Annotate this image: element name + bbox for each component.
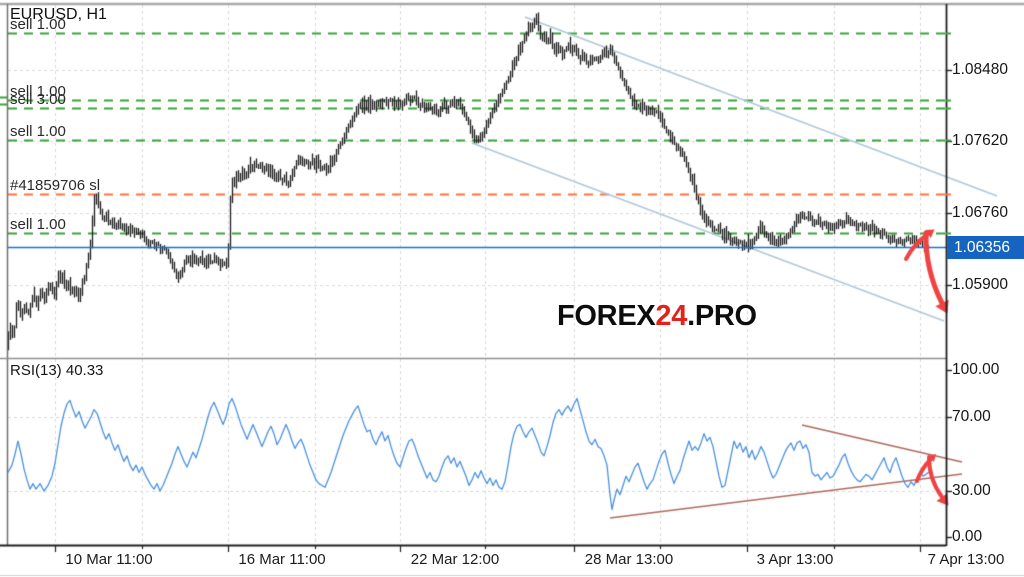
rsi-indicator-label: RSI(13) 40.33 (10, 362, 104, 379)
time-axis-label-5: 7 Apr 13:00 (927, 551, 1005, 568)
order-level-label-3: sell 1.00 (10, 123, 66, 140)
price-axis-tick-3: 1.05900 (952, 276, 1009, 293)
rsi-axis-tick-0: 100.00 (952, 361, 1000, 378)
rsi-axis-tick-3: 0.00 (952, 528, 983, 545)
time-axis-label-3: 28 Mar 13:00 (584, 551, 674, 568)
current-price-value: 1.06356 (954, 238, 1011, 256)
logo-pro: .PRO (687, 300, 757, 332)
price-axis-tick-0: 1.08480 (952, 61, 1009, 78)
time-axis-label-0: 10 Mar 11:00 (65, 551, 153, 568)
watermark-logo: FOREX24.PRO (557, 300, 757, 333)
order-level-label-0: sell 1.00 (10, 16, 66, 33)
symbol-title: EURUSD, H1 (10, 6, 107, 23)
order-level-label-4: #41859706 sl (10, 177, 101, 194)
order-level-label-2: sell 3.00 (10, 91, 66, 108)
time-axis-label-4: 3 Apr 13:00 (756, 551, 834, 568)
current-price-badge: 1.06356 (947, 236, 1024, 259)
price-axis-tick-1: 1.07620 (952, 132, 1009, 149)
rsi-axis-tick-1: 70.00 (952, 408, 991, 425)
logo-forex: FOREX (557, 300, 656, 332)
order-level-label-5: sell 1.00 (10, 216, 66, 233)
order-level-label-1: sell 1.00 (10, 83, 66, 100)
rsi-axis-tick-2: 30.00 (952, 482, 991, 499)
price-axis-tick-2: 1.06760 (952, 204, 1009, 221)
time-axis-label-2: 22 Mar 12:00 (410, 551, 500, 568)
logo-24: 24 (655, 300, 688, 332)
time-axis-label-1: 16 Mar 11:00 (238, 551, 326, 568)
